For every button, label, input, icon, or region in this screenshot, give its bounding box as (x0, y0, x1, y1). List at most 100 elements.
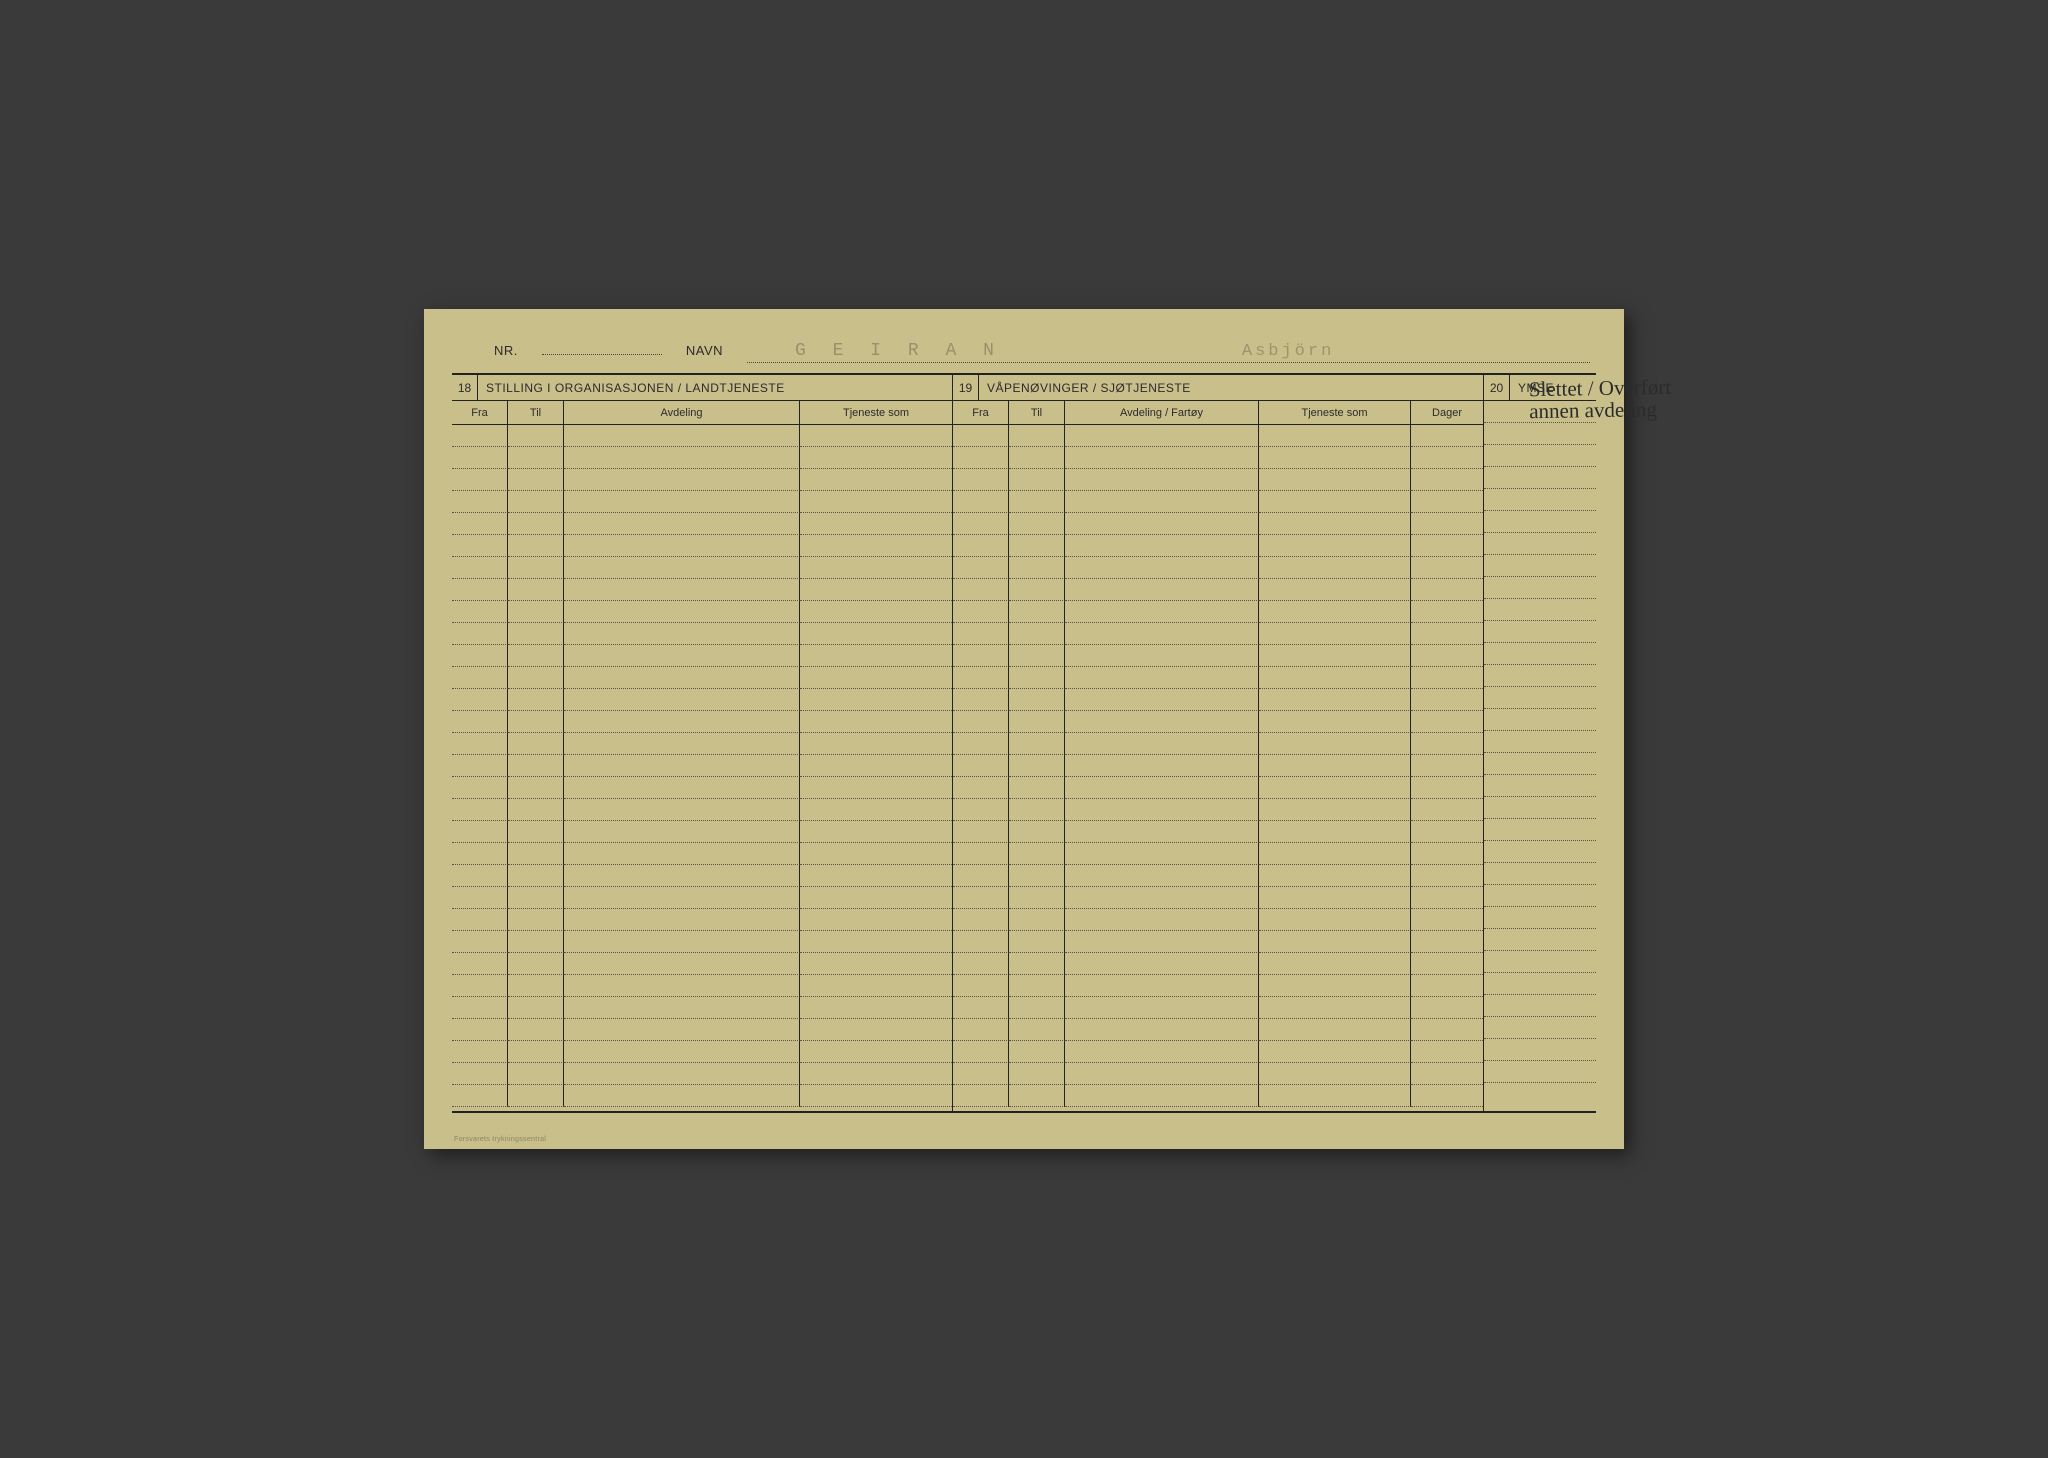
section-19-rows (953, 425, 1483, 1111)
cell (452, 843, 508, 865)
cell (1009, 711, 1065, 733)
cell (800, 535, 952, 557)
cell (1065, 711, 1259, 733)
cell (452, 821, 508, 843)
cell (564, 799, 800, 821)
cell (800, 711, 952, 733)
cell (800, 799, 952, 821)
cell (1259, 667, 1411, 689)
cell (1411, 931, 1483, 953)
cell (1411, 865, 1483, 887)
col-fra-18: Fra (452, 401, 508, 424)
col-fra-19: Fra (953, 401, 1009, 424)
cell (1065, 425, 1259, 447)
cell (508, 689, 564, 711)
cell (452, 931, 508, 953)
cell (564, 579, 800, 601)
cell (564, 1063, 800, 1085)
cell (564, 447, 800, 469)
table-row (452, 843, 952, 865)
cell (1009, 865, 1065, 887)
table-row (452, 909, 952, 931)
cell (564, 667, 800, 689)
table-row (953, 711, 1483, 733)
table-row (1484, 753, 1596, 775)
cell (564, 887, 800, 909)
table-row (1484, 1017, 1596, 1039)
cell (800, 469, 952, 491)
cell (953, 843, 1009, 865)
cell (1065, 689, 1259, 711)
table-row (953, 645, 1483, 667)
col-tjeneste-19: Tjeneste som (1259, 401, 1411, 424)
cell (1065, 601, 1259, 623)
cell (953, 689, 1009, 711)
cell (953, 1019, 1009, 1041)
cell (800, 557, 952, 579)
cell (1259, 491, 1411, 513)
cell (953, 425, 1009, 447)
table-row (1484, 885, 1596, 907)
cell (1065, 667, 1259, 689)
cell (508, 711, 564, 733)
cell (1259, 1041, 1411, 1063)
cell (1065, 887, 1259, 909)
cell (953, 997, 1009, 1019)
cell (508, 667, 564, 689)
cell (800, 645, 952, 667)
cell (1259, 865, 1411, 887)
cell (564, 645, 800, 667)
cell (953, 975, 1009, 997)
table-row (452, 799, 952, 821)
cell (1411, 535, 1483, 557)
cell (1009, 755, 1065, 777)
table-row (452, 469, 952, 491)
cell (508, 843, 564, 865)
cell (1259, 447, 1411, 469)
cell (564, 689, 800, 711)
table-row (452, 865, 952, 887)
cell (953, 579, 1009, 601)
table-row (1484, 951, 1596, 973)
table-row (452, 997, 952, 1019)
table-row (953, 821, 1483, 843)
table-row (1484, 467, 1596, 489)
cell (953, 931, 1009, 953)
cell (1411, 843, 1483, 865)
section-18-rows (452, 425, 952, 1111)
cell (452, 777, 508, 799)
cell (508, 425, 564, 447)
cell (953, 711, 1009, 733)
cell (452, 513, 508, 535)
cell (1259, 711, 1411, 733)
cell (452, 711, 508, 733)
table-row (452, 755, 952, 777)
cell (1009, 491, 1065, 513)
cell (800, 579, 952, 601)
cell (1009, 931, 1065, 953)
cell (800, 623, 952, 645)
cell (800, 491, 952, 513)
cell (508, 733, 564, 755)
cell (1411, 997, 1483, 1019)
cell (508, 601, 564, 623)
table-row (1484, 709, 1596, 731)
table-row (953, 535, 1483, 557)
section-18-title-row: 18 STILLING I ORGANISASJONEN / LANDTJENE… (452, 375, 952, 401)
cell (1065, 1085, 1259, 1107)
cell (508, 997, 564, 1019)
section-18-number: 18 (452, 375, 478, 400)
section-20-title-row: 20 YMSE Slettet / Overført annen avdelin… (1484, 375, 1596, 401)
cell (1259, 777, 1411, 799)
table-row (953, 865, 1483, 887)
table-row (452, 711, 952, 733)
cell (953, 491, 1009, 513)
navn-label: NAVN (686, 343, 723, 358)
table-row (1484, 555, 1596, 577)
cell (1065, 535, 1259, 557)
cell (564, 755, 800, 777)
cell (1065, 777, 1259, 799)
section-18: 18 STILLING I ORGANISASJONEN / LANDTJENE… (452, 375, 953, 1111)
firstname-stamp: Asbjörn (1242, 342, 1334, 361)
cell (452, 799, 508, 821)
